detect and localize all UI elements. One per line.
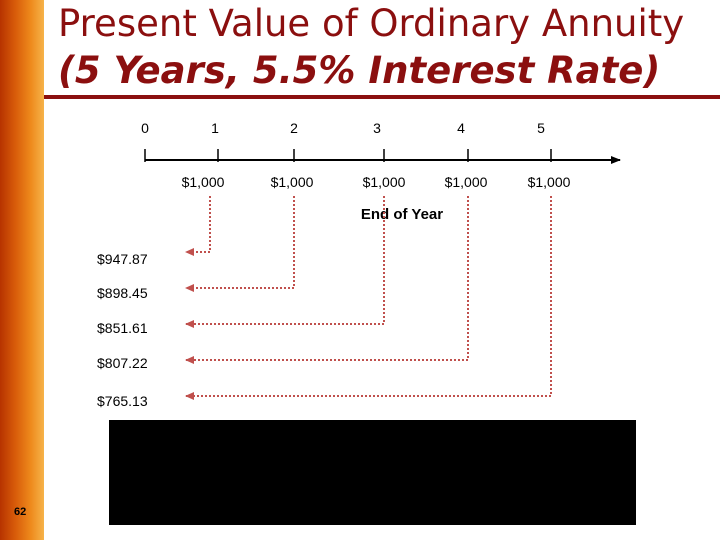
black-panel [109,420,636,525]
present-value-label: $947.87 [97,251,148,267]
timeline-ticks [144,149,552,162]
discount-connector-year-3 [185,196,385,328]
discount-connector-year-4 [185,196,469,364]
period-label: 0 [141,120,149,136]
payment-label: $1,000 [182,174,225,190]
discount-connector-year-5 [185,196,552,400]
slide-subtitle: (5 Years, 5.5% Interest Rate) [58,49,661,92]
discount-connector-year-2 [185,196,295,292]
discount-connector-year-1 [185,196,211,256]
slide-number: 62 [14,506,27,518]
present-value-label: $807.22 [97,355,148,371]
period-label: 4 [457,120,465,136]
payment-label: $1,000 [445,174,488,190]
period-label: 1 [211,120,219,136]
period-label: 2 [290,120,298,136]
axis-label-end-of-year: End of Year [361,206,443,223]
present-value-label: $898.45 [97,285,148,301]
payment-label: $1,000 [363,174,406,190]
slide-title: Present Value of Ordinary Annuity [58,2,685,45]
present-value-label: $765.13 [97,393,148,409]
left-accent-bar [0,0,44,540]
present-value-label: $851.61 [97,320,148,336]
payment-label: $1,000 [271,174,314,190]
period-label: 3 [373,120,381,136]
title-underline [44,95,720,99]
period-label: 5 [537,120,545,136]
payment-label: $1,000 [528,174,571,190]
